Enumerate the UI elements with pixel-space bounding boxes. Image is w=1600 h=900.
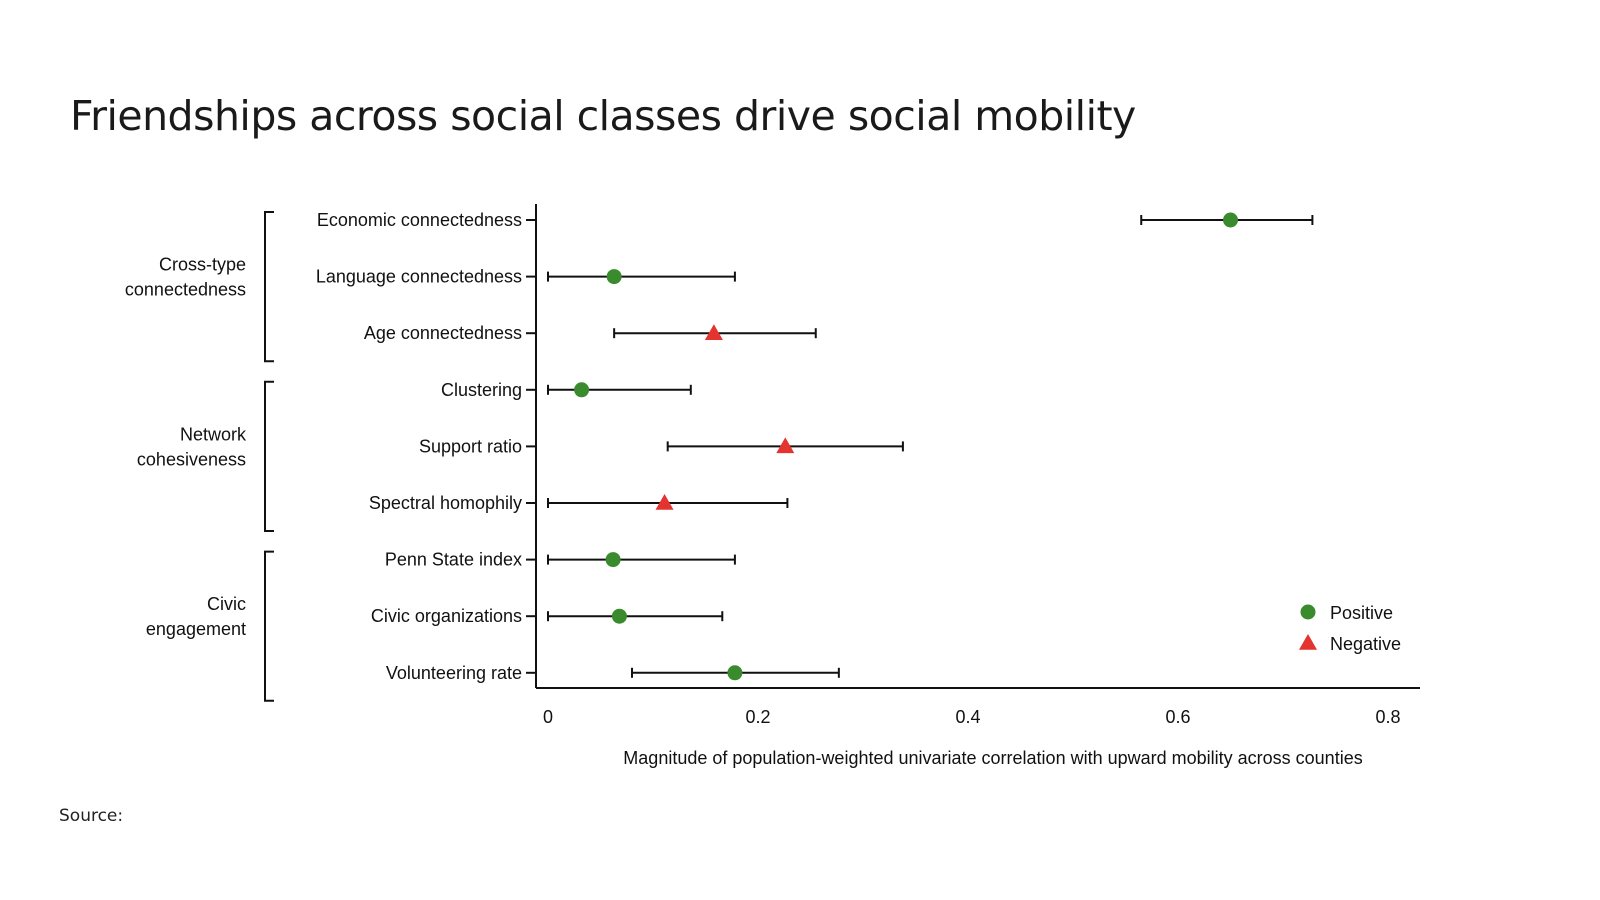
group-label: Civic (207, 594, 246, 614)
negative-point (776, 437, 795, 454)
positive-point (574, 382, 590, 398)
row-label: Spectral homophily (369, 493, 522, 513)
x-tick-label: 0.4 (955, 707, 980, 727)
group-bracket (264, 550, 274, 702)
group-label: Cross-type (159, 255, 246, 275)
legend-circle-marker (1300, 604, 1316, 620)
positive-point (606, 269, 622, 285)
data-marks (547, 212, 1314, 681)
x-axis-title: Magnitude of population-weighted univari… (623, 748, 1362, 768)
group-label: cohesiveness (137, 449, 246, 469)
chart-axes: 0 0.2 0.4 0.6 0.8 Magnitude of population-wei… (535, 204, 1420, 768)
source-label: Source: (59, 806, 124, 826)
group-label: engagement (146, 619, 246, 639)
row-label: Clustering (441, 380, 522, 400)
row-label: Language connectedness (316, 267, 522, 287)
page-title: Friendships across social classes drive … (70, 92, 1136, 140)
group-label: connectedness (125, 280, 246, 300)
legend-label: Negative (1330, 634, 1401, 654)
x-tick-label: 0.2 (745, 707, 770, 727)
row-labels: Economic connectedness Language connected… (316, 210, 536, 683)
negative-point (655, 494, 674, 510)
row-label: Penn State index (385, 550, 522, 570)
chart-legend: Positive Negative (1299, 603, 1401, 654)
row-label: Age connectedness (364, 323, 522, 343)
group-bracket (264, 380, 274, 532)
positive-point (605, 552, 621, 568)
group-brackets: Cross-type connectedness Network cohesivene… (125, 211, 274, 702)
x-tick-label: 0.6 (1165, 707, 1190, 727)
row-label: Support ratio (419, 436, 522, 456)
row-label: Civic organizations (371, 606, 522, 626)
positive-point (611, 608, 627, 624)
x-tick-label: 0.8 (1375, 707, 1400, 727)
positive-point (1223, 212, 1238, 228)
row-label: Volunteering rate (386, 663, 522, 683)
group-bracket (264, 211, 274, 363)
positive-point (727, 665, 743, 681)
legend-label: Positive (1330, 603, 1393, 623)
x-tick-label: 0 (543, 707, 553, 727)
negative-point (704, 324, 723, 340)
group-label: Network (180, 424, 247, 444)
legend-triangle-marker (1299, 634, 1317, 650)
row-label: Economic connectedness (317, 210, 522, 230)
